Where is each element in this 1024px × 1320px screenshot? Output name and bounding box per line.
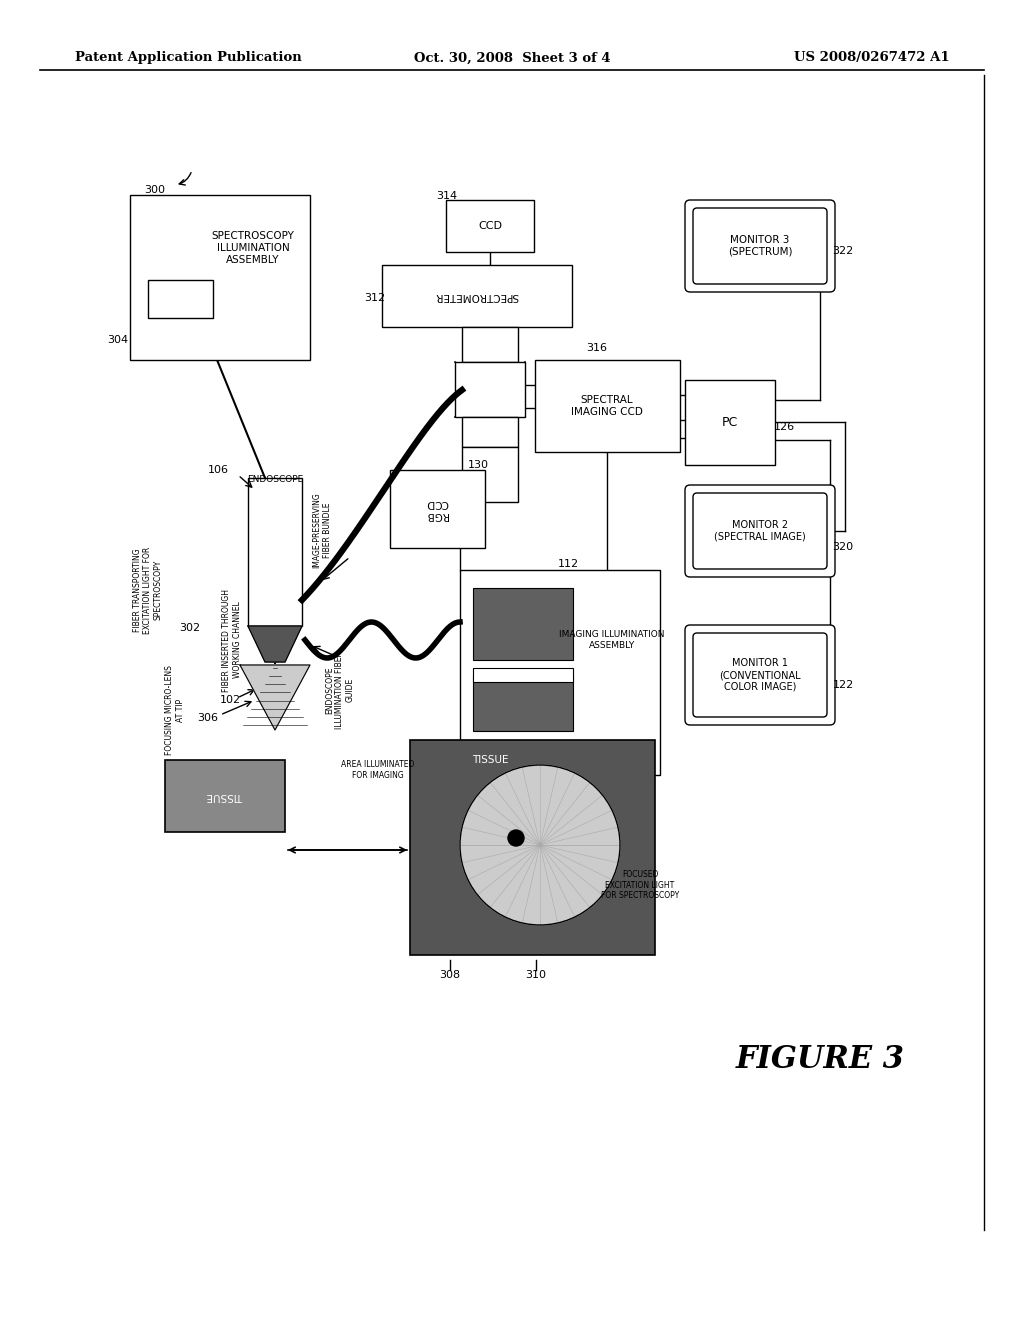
- Text: AREA ILLUMINATED
FOR IMAGING: AREA ILLUMINATED FOR IMAGING: [341, 760, 415, 780]
- Text: US 2008/0267472 A1: US 2008/0267472 A1: [795, 51, 950, 65]
- Bar: [455, 362, 525, 417]
- Text: 122: 122: [833, 680, 854, 690]
- Text: IMAGING ILLUMINATION
ASSEMBLY: IMAGING ILLUMINATION ASSEMBLY: [559, 630, 665, 649]
- Bar: [382, 265, 572, 327]
- Text: 320: 320: [833, 543, 854, 552]
- Bar: [410, 741, 655, 954]
- Text: MONITOR 2
(SPECTRAL IMAGE): MONITOR 2 (SPECTRAL IMAGE): [714, 520, 806, 541]
- FancyBboxPatch shape: [685, 484, 835, 577]
- Text: 304: 304: [108, 335, 129, 345]
- Text: CCD: CCD: [478, 220, 502, 231]
- Bar: [535, 360, 680, 451]
- Text: 316: 316: [587, 343, 607, 352]
- Bar: [390, 470, 485, 548]
- Bar: [462, 417, 518, 447]
- Text: SPECTROSCOPY
ILLUMINATION
ASSEMBLY: SPECTROSCOPY ILLUMINATION ASSEMBLY: [212, 231, 295, 264]
- Bar: [462, 447, 518, 502]
- Text: MONITOR 1
(CONVENTIONAL
COLOR IMAGE): MONITOR 1 (CONVENTIONAL COLOR IMAGE): [719, 659, 801, 692]
- Bar: [148, 280, 213, 318]
- Bar: [685, 380, 775, 465]
- Text: 130: 130: [468, 459, 488, 470]
- Text: 112: 112: [557, 558, 579, 569]
- Bar: [460, 570, 660, 775]
- Text: 314: 314: [436, 191, 458, 201]
- Text: IMAGE-PRESERVING
FIBER BUNDLE: IMAGE-PRESERVING FIBER BUNDLE: [312, 492, 332, 568]
- Bar: [462, 327, 518, 362]
- Text: 308: 308: [439, 970, 461, 979]
- Polygon shape: [240, 665, 310, 730]
- FancyBboxPatch shape: [685, 624, 835, 725]
- Bar: [248, 478, 302, 626]
- Bar: [165, 760, 285, 832]
- Text: FIBER TRANSPORTING
EXCITATION LIGHT FOR
SPECTROSCOPY: FIBER TRANSPORTING EXCITATION LIGHT FOR …: [133, 546, 163, 634]
- FancyBboxPatch shape: [693, 492, 827, 569]
- Text: MONITOR 3
(SPECTRUM): MONITOR 3 (SPECTRUM): [728, 235, 793, 257]
- Text: Patent Application Publication: Patent Application Publication: [75, 51, 302, 65]
- Text: 106: 106: [208, 465, 228, 475]
- FancyBboxPatch shape: [693, 209, 827, 284]
- Bar: [473, 587, 573, 660]
- Polygon shape: [248, 626, 302, 663]
- Text: FOCUSING MICRO-LENS
AT TIP: FOCUSING MICRO-LENS AT TIP: [165, 665, 184, 755]
- Bar: [446, 201, 534, 252]
- Text: ENDOSCOPE
ILLUMINATION FIBER
GUIDE: ENDOSCOPE ILLUMINATION FIBER GUIDE: [325, 651, 355, 729]
- Text: 306: 306: [198, 713, 218, 723]
- Text: SPECTROMETER: SPECTROMETER: [435, 290, 519, 301]
- Text: FIBER INSERTED THROUGH
WORKING CHANNEL: FIBER INSERTED THROUGH WORKING CHANNEL: [222, 589, 242, 692]
- Bar: [130, 195, 310, 360]
- Text: 300: 300: [144, 185, 166, 195]
- Text: 302: 302: [179, 623, 201, 634]
- Text: 102: 102: [219, 696, 241, 705]
- Text: FOCUSED
EXCITATION LIGHT
FOR SPECTROSCOPY: FOCUSED EXCITATION LIGHT FOR SPECTROSCOP…: [601, 870, 679, 900]
- Bar: [473, 668, 573, 682]
- Text: 310: 310: [525, 970, 547, 979]
- FancyBboxPatch shape: [693, 634, 827, 717]
- FancyBboxPatch shape: [685, 201, 835, 292]
- Text: SPECTRAL
IMAGING CCD: SPECTRAL IMAGING CCD: [571, 395, 643, 417]
- Circle shape: [508, 830, 524, 846]
- Text: ENDOSCOPE: ENDOSCOPE: [247, 475, 303, 484]
- Text: TISSUE: TISSUE: [472, 755, 508, 766]
- Text: 322: 322: [833, 246, 854, 256]
- Bar: [473, 676, 573, 731]
- Text: RGB
CCD: RGB CCD: [426, 498, 449, 520]
- Text: TISSUE: TISSUE: [207, 791, 244, 801]
- Text: 126: 126: [773, 422, 795, 432]
- Text: FIGURE 3: FIGURE 3: [735, 1044, 904, 1076]
- Text: 312: 312: [365, 293, 386, 304]
- Text: Oct. 30, 2008  Sheet 3 of 4: Oct. 30, 2008 Sheet 3 of 4: [414, 51, 610, 65]
- Text: PC: PC: [722, 416, 738, 429]
- Circle shape: [460, 766, 620, 925]
